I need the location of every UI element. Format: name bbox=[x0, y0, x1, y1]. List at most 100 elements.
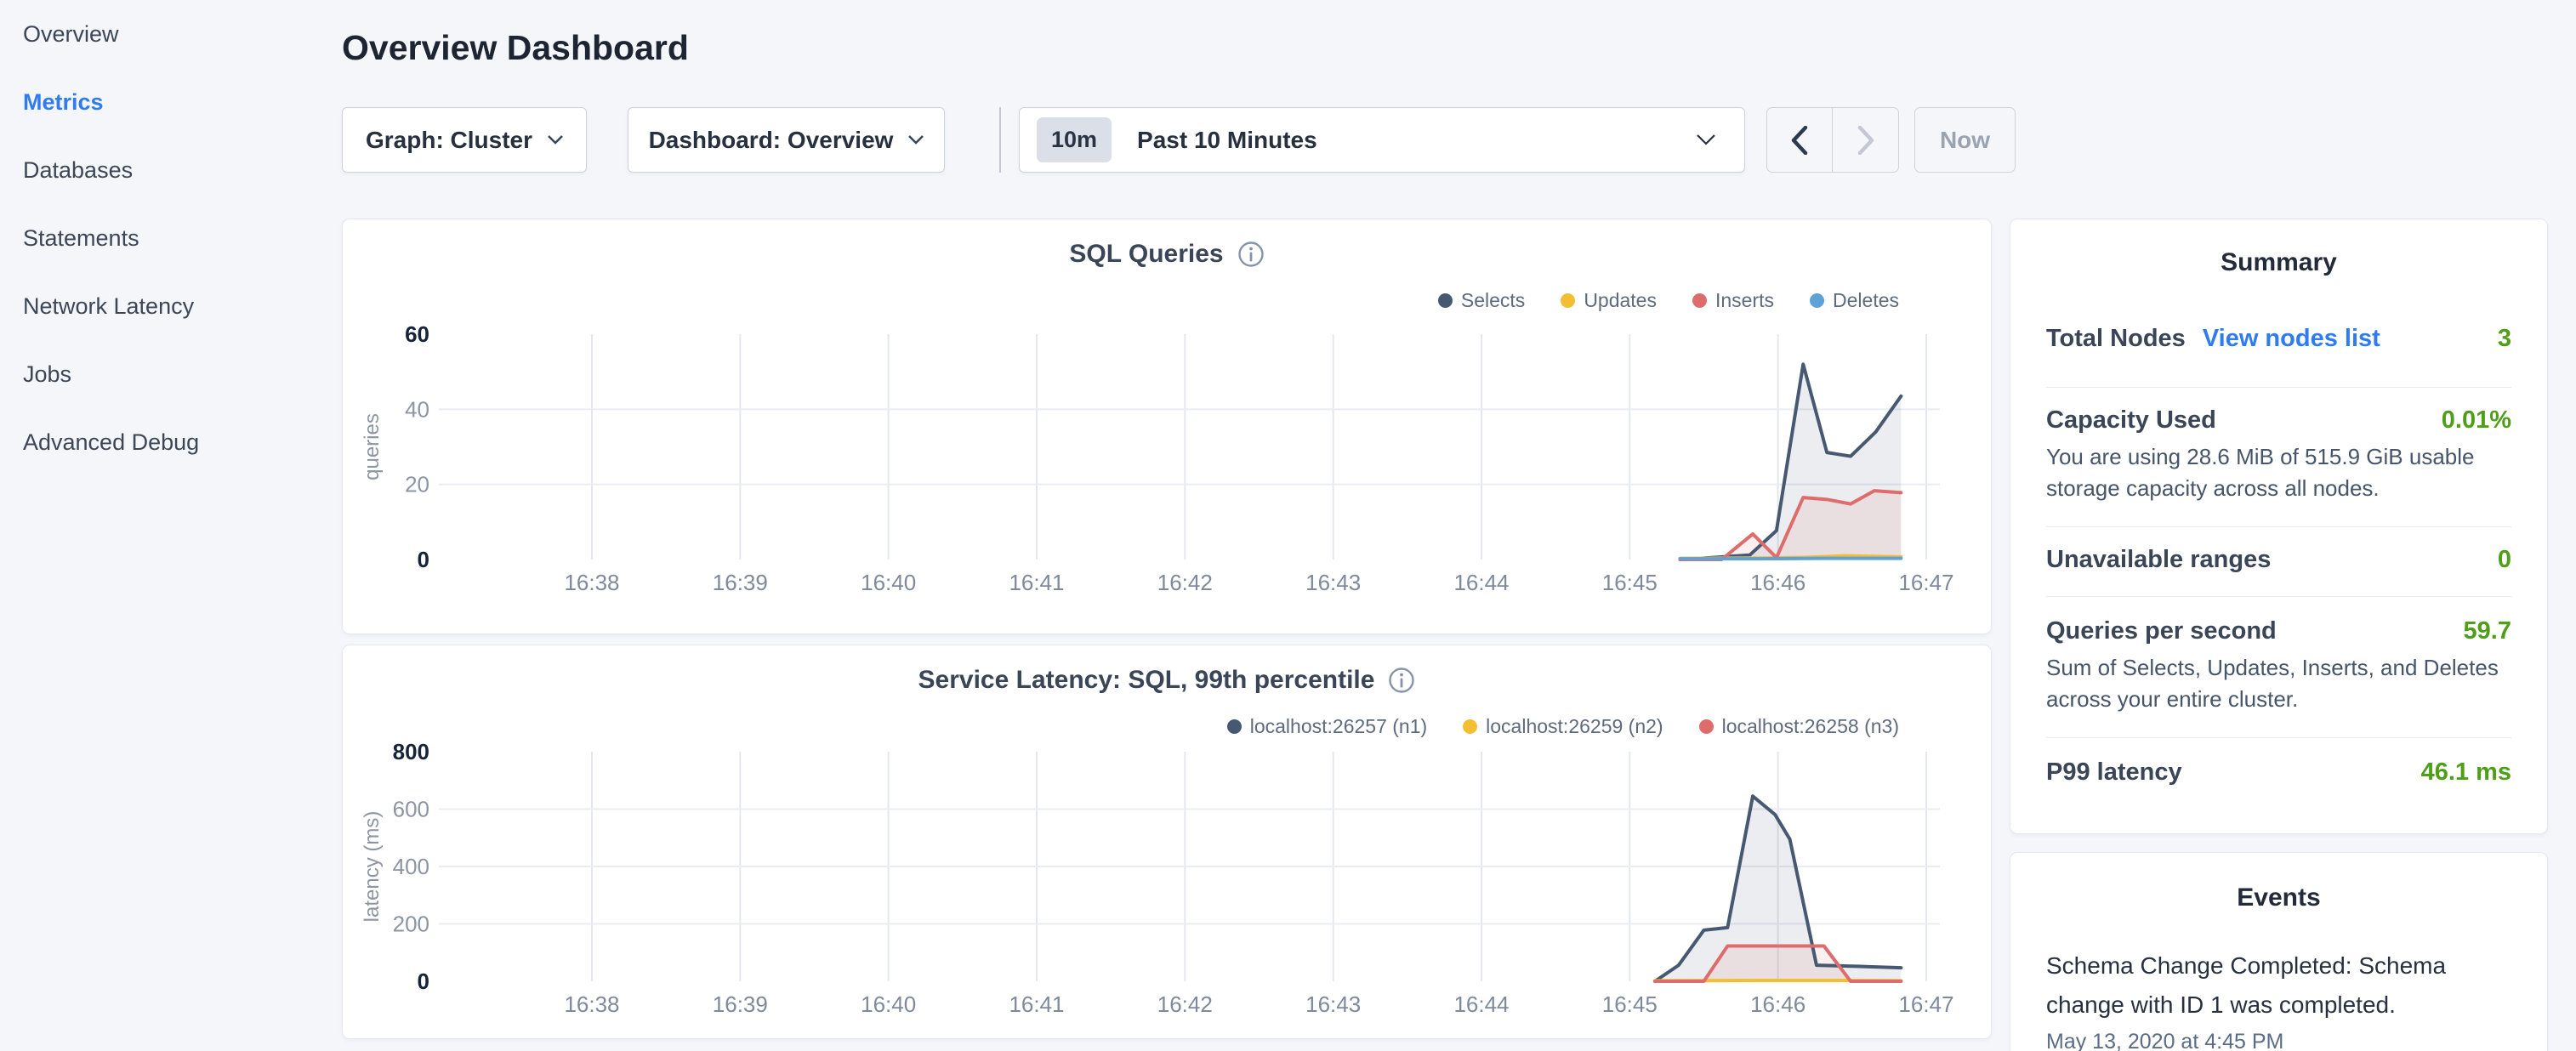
legend-item: Updates bbox=[1561, 289, 1657, 312]
legend-label: Inserts bbox=[1715, 289, 1774, 312]
sidebar-item-metrics[interactable]: Metrics bbox=[0, 68, 342, 136]
capacity-used-label: Capacity Used bbox=[2046, 406, 2216, 435]
legend-item: Deletes bbox=[1810, 289, 1899, 312]
y-tick-label: 20 bbox=[405, 472, 429, 497]
sidebar-item-statements[interactable]: Statements bbox=[0, 204, 342, 272]
x-tick-label: 16:45 bbox=[1602, 991, 1658, 1017]
chevron-down-icon bbox=[908, 135, 924, 145]
summary-row-total-nodes: Total Nodes View nodes list 3 bbox=[2046, 325, 2511, 353]
x-tick-label: 16:41 bbox=[1009, 991, 1064, 1017]
x-tick-label: 16:42 bbox=[1157, 991, 1213, 1017]
controls-divider bbox=[999, 107, 1001, 173]
summary-title: Summary bbox=[2046, 248, 2511, 277]
summary-row-unavailable-ranges: Unavailable ranges 0 bbox=[2046, 546, 2511, 574]
unavailable-ranges-label: Unavailable ranges bbox=[2046, 546, 2271, 574]
info-icon[interactable] bbox=[1237, 241, 1265, 268]
service-latency-chart-card: Service Latency: SQL, 99th percentile lo… bbox=[342, 645, 1992, 1039]
x-tick-label: 16:44 bbox=[1453, 570, 1509, 595]
y-tick-label: 800 bbox=[393, 739, 429, 764]
p99-latency-value: 46.1 ms bbox=[2421, 758, 2511, 787]
time-forward-button[interactable] bbox=[1833, 108, 1898, 172]
sidebar-item-overview[interactable]: Overview bbox=[0, 0, 342, 68]
time-step-buttons bbox=[1766, 107, 1899, 173]
events-panel: Events Schema Change Completed: Schema c… bbox=[2010, 852, 2548, 1051]
x-tick-label: 16:41 bbox=[1009, 570, 1064, 595]
legend-item: localhost:26259 (n2) bbox=[1463, 715, 1663, 738]
chevron-right-icon bbox=[1857, 126, 1874, 155]
total-nodes-value: 3 bbox=[2498, 325, 2511, 353]
legend-dot-icon bbox=[1699, 719, 1714, 734]
capacity-used-value: 0.01% bbox=[2442, 406, 2511, 435]
event-item-timestamp: May 13, 2020 at 4:45 PM bbox=[2046, 1030, 2511, 1051]
event-item-text[interactable]: Schema Change Completed: Schema change w… bbox=[2046, 946, 2511, 1025]
y-tick-label: 600 bbox=[393, 797, 429, 822]
queries-per-second-label: Queries per second bbox=[2046, 617, 2277, 645]
dashboard-dropdown[interactable]: Dashboard: Overview bbox=[628, 107, 945, 173]
legend-label: localhost:26258 (n3) bbox=[1722, 715, 1899, 738]
y-axis-label: latency (ms) bbox=[361, 811, 384, 923]
y-tick-label: 0 bbox=[418, 547, 429, 572]
y-tick-label: 60 bbox=[405, 321, 429, 347]
legend-item: localhost:26258 (n3) bbox=[1699, 715, 1899, 738]
x-tick-label: 16:40 bbox=[861, 991, 916, 1017]
total-nodes-label: Total Nodes bbox=[2046, 325, 2186, 353]
legend-label: Updates bbox=[1584, 289, 1657, 312]
legend-dot-icon bbox=[1463, 719, 1477, 734]
legend-label: localhost:26259 (n2) bbox=[1486, 715, 1663, 738]
x-tick-label: 16:38 bbox=[564, 991, 619, 1017]
legend-item: localhost:26257 (n1) bbox=[1227, 715, 1427, 738]
y-tick-label: 0 bbox=[418, 969, 429, 994]
service-latency-chart[interactable]: 16:3816:3916:4016:4116:4216:4316:4416:45… bbox=[343, 739, 1993, 1032]
time-range-selector[interactable]: 10m Past 10 Minutes bbox=[1019, 107, 1745, 173]
graph-scope-dropdown[interactable]: Graph: Cluster bbox=[342, 107, 587, 173]
legend-dot-icon bbox=[1692, 293, 1707, 308]
y-tick-label: 400 bbox=[393, 854, 429, 879]
legend-label: Selects bbox=[1461, 289, 1525, 312]
y-tick-label: 40 bbox=[405, 396, 429, 422]
graph-scope-label: Graph: Cluster bbox=[366, 127, 532, 154]
chart-legend: localhost:26257 (n1) localhost:26259 (n2)… bbox=[1227, 715, 1899, 738]
divider bbox=[2046, 387, 2511, 388]
legend-item: Selects bbox=[1438, 289, 1525, 312]
x-tick-label: 16:46 bbox=[1750, 570, 1805, 595]
now-button[interactable]: Now bbox=[1914, 107, 2016, 173]
sidebar-item-databases[interactable]: Databases bbox=[0, 136, 342, 204]
legend-item: Inserts bbox=[1692, 289, 1774, 312]
sidebar-item-network-latency[interactable]: Network Latency bbox=[0, 272, 342, 340]
chart-title: Service Latency: SQL, 99th percentile bbox=[918, 666, 1375, 695]
summary-panel: Summary Total Nodes View nodes list 3 Ca… bbox=[2010, 219, 2548, 834]
page-title: Overview Dashboard bbox=[342, 22, 689, 73]
x-tick-label: 16:40 bbox=[861, 570, 916, 595]
legend-dot-icon bbox=[1810, 293, 1824, 308]
divider bbox=[2046, 596, 2511, 597]
y-tick-label: 200 bbox=[393, 912, 429, 937]
sidebar-item-jobs[interactable]: Jobs bbox=[0, 340, 342, 408]
x-tick-label: 16:42 bbox=[1157, 570, 1213, 595]
legend-label: Deletes bbox=[1833, 289, 1899, 312]
legend-dot-icon bbox=[1227, 719, 1242, 734]
info-icon[interactable] bbox=[1388, 667, 1415, 694]
queries-per-second-description: Sum of Selects, Updates, Inserts, and De… bbox=[2046, 652, 2511, 715]
capacity-used-description: You are using 28.6 MiB of 515.9 GiB usab… bbox=[2046, 441, 2511, 504]
x-tick-label: 16:38 bbox=[564, 570, 619, 595]
time-range-label: Past 10 Minutes bbox=[1137, 127, 1317, 154]
time-back-button[interactable] bbox=[1767, 108, 1833, 172]
chart-title: SQL Queries bbox=[1069, 240, 1223, 269]
chart-title-row: Service Latency: SQL, 99th percentile bbox=[343, 666, 1991, 695]
sql-queries-chart[interactable]: 16:3816:3916:4016:4116:4216:4316:4416:45… bbox=[343, 313, 1993, 611]
x-tick-label: 16:47 bbox=[1898, 570, 1953, 595]
view-nodes-list-link[interactable]: View nodes list bbox=[2203, 325, 2380, 353]
x-tick-label: 16:43 bbox=[1305, 991, 1361, 1017]
chevron-down-icon bbox=[548, 135, 563, 145]
x-tick-label: 16:44 bbox=[1453, 991, 1509, 1017]
sidebar-item-advanced-debug[interactable]: Advanced Debug bbox=[0, 408, 342, 476]
events-title: Events bbox=[2046, 883, 2511, 912]
sql-queries-chart-card: SQL Queries Selects Updates Inserts Deletes… bbox=[342, 219, 1992, 634]
chart-title-row: SQL Queries bbox=[343, 240, 1991, 269]
unavailable-ranges-value: 0 bbox=[2498, 546, 2511, 574]
p99-latency-label: P99 latency bbox=[2046, 758, 2182, 787]
x-tick-label: 16:43 bbox=[1305, 570, 1361, 595]
summary-row-qps: Queries per second 59.7 bbox=[2046, 617, 2511, 645]
x-tick-label: 16:47 bbox=[1898, 991, 1953, 1017]
summary-row-capacity: Capacity Used 0.01% bbox=[2046, 406, 2511, 435]
